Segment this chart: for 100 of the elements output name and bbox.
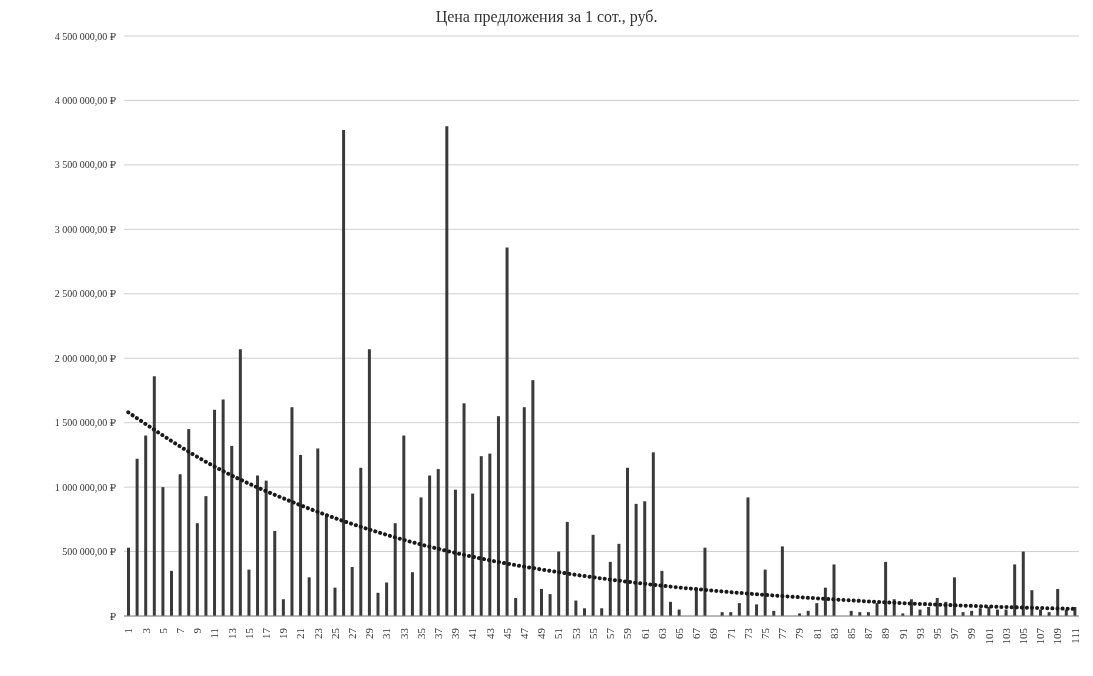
x-tick-label: 25 [328,627,341,639]
x-tick-label: 91 [896,628,909,639]
x-tick-label: 55 [586,627,599,639]
bar [617,543,621,616]
bar [195,523,199,616]
x-tick-label: 45 [500,627,513,639]
y-tick-label: 2 000 000,00 ₽ [54,352,116,364]
bar [230,445,234,616]
bar [376,592,380,616]
bar [763,569,767,616]
bar [660,570,664,616]
x-tick-label: 31 [380,628,393,639]
bar [755,604,759,616]
bar [669,601,673,616]
x-tick-label: 87 [862,627,875,639]
y-tick-label: ₽ [109,610,116,622]
y-tick-label: 4 500 000,00 ₽ [54,30,116,42]
bar [522,407,526,616]
bar [471,493,475,616]
bar [531,380,535,616]
x-tick-label: 33 [397,627,410,639]
y-tick-label: 3 000 000,00 ₽ [54,223,116,235]
x-tick-label: 83 [827,627,840,639]
y-tick-label: 2 500 000,00 ₽ [54,288,116,300]
x-tick-label: 69 [707,627,720,639]
x-tick-label: 109 [1051,627,1064,645]
y-tick-label: 1 000 000,00 ₽ [54,481,116,493]
bar [247,569,251,616]
bar [410,572,414,616]
bar [290,407,294,616]
bar [152,376,156,616]
x-tick-label: 95 [931,627,944,639]
bar [634,503,638,616]
x-tick-label: 79 [793,627,806,639]
x-tick-label: 15 [242,627,255,639]
bar [608,561,612,616]
bar [187,429,191,616]
bar [256,475,260,616]
line-series [126,410,1077,611]
bar [496,416,500,616]
x-tick-label: 99 [965,627,978,639]
bar [213,409,217,616]
bar [161,487,165,616]
bar [952,577,956,616]
bar [875,603,879,616]
bar [978,608,982,616]
bar [393,523,397,616]
bar [221,399,225,616]
x-tick-label: 19 [277,627,290,639]
bar [626,467,630,616]
x-tick-label: 105 [1017,627,1030,645]
bar [539,588,543,616]
bar [832,564,836,616]
x-tick-label: 27 [346,627,358,639]
x-tick-label: 1 [122,628,135,634]
x-tick-label: 77 [776,627,789,639]
y-tick-label: 500 000,00 ₽ [62,546,116,558]
bar [402,435,406,616]
x-tick-label: 93 [913,627,926,639]
bar [780,546,784,616]
bar [204,496,208,616]
bar [419,497,423,616]
x-tick-label: 85 [845,627,857,639]
x-tick-label: 11 [208,628,221,639]
x-tick-label: 9 [191,627,204,634]
x-tick-label: 107 [1034,627,1047,645]
x-tick-label: 71 [724,628,737,639]
x-tick-label: 65 [672,627,685,639]
bar [350,567,354,616]
x-tick-label: 97 [948,627,961,639]
bar [505,247,509,616]
bar [815,603,819,616]
bar [453,489,457,616]
bar [643,501,647,616]
bar [436,469,440,616]
bar [273,530,277,616]
bar [264,480,268,616]
bar [445,126,449,616]
y-tick-label: 3 500 000,00 ₽ [54,159,116,171]
bar [548,594,552,616]
x-tick-label: 21 [294,628,307,639]
bar [385,582,389,616]
x-tick-label: 3 [139,627,152,634]
x-tick-label: 29 [363,627,376,639]
x-tick-label: 43 [483,627,496,639]
bar [281,599,285,616]
bar [178,474,182,616]
bar [488,453,492,616]
x-tick-label: 75 [758,627,771,639]
x-tick-label: 111 [1068,628,1081,644]
x-tick-label: 53 [569,627,582,639]
x-tick-label: 47 [518,627,531,639]
bar [170,570,174,616]
bar [591,534,595,616]
x-tick-label: 81 [810,628,823,639]
y-tick-label: 4 000 000,00 ₽ [54,94,116,106]
x-tick-label: 101 [982,628,995,645]
bar [703,547,707,616]
bar [651,452,655,616]
bar [316,448,320,616]
